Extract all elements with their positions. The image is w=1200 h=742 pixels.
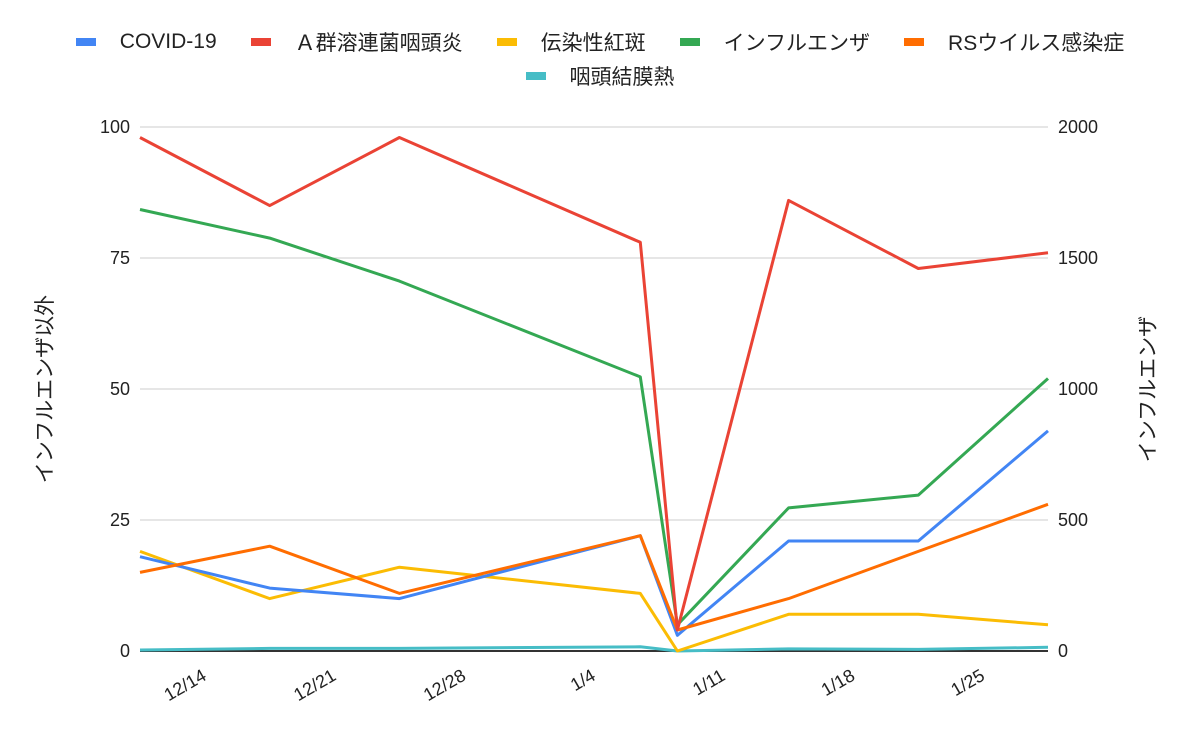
legend-label: RSウイルス感染症 xyxy=(948,32,1125,55)
series-line-1 xyxy=(139,136,1049,632)
legend-item[interactable]: 咽頭結膜熱 xyxy=(525,64,675,89)
legend-swatch xyxy=(496,38,517,46)
y-tick-right: 500 xyxy=(1058,510,1088,530)
y-tick-right: 2000 xyxy=(1058,117,1098,137)
y-tick-left: 75 xyxy=(110,248,130,268)
y-tick-right: 0 xyxy=(1058,641,1068,661)
x-tick: 12/14 xyxy=(161,665,210,705)
legend-swatch xyxy=(75,38,96,46)
legend-label: 伝染性紅斑 xyxy=(540,32,646,55)
legend-label: COVID-19 xyxy=(119,30,217,53)
series-line-2 xyxy=(139,549,1049,653)
y-tick-left: 0 xyxy=(120,641,130,661)
x-tick: 1/4 xyxy=(567,665,599,695)
y-axis-title-left: インフルエンザ以外 xyxy=(34,295,57,483)
x-tick: 1/18 xyxy=(818,665,858,700)
legend-item[interactable]: Ａ群溶連菌咽頭炎 xyxy=(250,30,463,55)
y-tick-right: 1500 xyxy=(1058,248,1098,268)
legend-item[interactable]: COVID-19 xyxy=(75,30,217,54)
y-tick-right: 1000 xyxy=(1058,379,1098,399)
y-axis-title-right: インフルエンザ xyxy=(1137,316,1160,462)
x-tick: 12/28 xyxy=(420,665,469,705)
x-tick: 1/25 xyxy=(948,665,988,700)
x-tick: 12/21 xyxy=(290,665,339,705)
series-line-0 xyxy=(139,429,1049,637)
legend-label: インフルエンザ xyxy=(723,32,871,55)
series-line-5 xyxy=(139,645,1049,653)
legend: COVID-19 Ａ群溶連菌咽頭炎 伝染性紅斑 インフルエンザ RSウイルス感染症咽頭結… xyxy=(20,30,1180,89)
legend-swatch xyxy=(250,38,271,46)
y-tick-left: 50 xyxy=(110,379,130,399)
legend-swatch xyxy=(525,72,546,80)
legend-swatch xyxy=(904,38,925,46)
series-line-3 xyxy=(139,208,1050,627)
legend-label: Ａ群溶連菌咽頭炎 xyxy=(294,32,463,55)
legend-label: 咽頭結膜熱 xyxy=(569,66,675,89)
y-tick-left: 100 xyxy=(100,117,130,137)
series-line-4 xyxy=(139,502,1049,632)
legend-item[interactable]: RSウイルス感染症 xyxy=(904,30,1125,55)
x-tick: 1/11 xyxy=(689,665,728,699)
y-tick-left: 25 xyxy=(110,510,130,530)
legend-item[interactable]: インフルエンザ xyxy=(679,30,871,55)
legend-swatch xyxy=(679,38,700,46)
legend-item[interactable]: 伝染性紅斑 xyxy=(496,30,646,55)
